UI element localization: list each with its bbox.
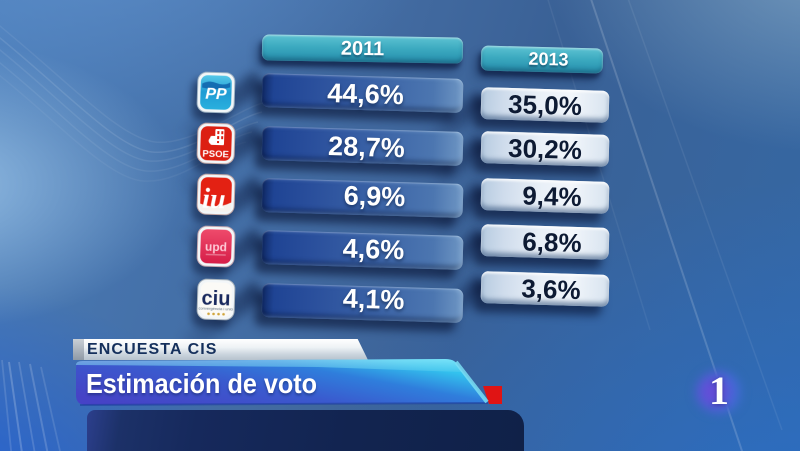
svg-text:upd: upd [205, 240, 227, 255]
svg-text:PSOE: PSOE [202, 149, 229, 161]
svg-text:iu: iu [202, 184, 226, 216]
svg-text:convergència i unió: convergència i unió [198, 305, 233, 311]
svg-text:PP: PP [205, 86, 227, 104]
svg-text:ciu: ciu [201, 288, 231, 311]
